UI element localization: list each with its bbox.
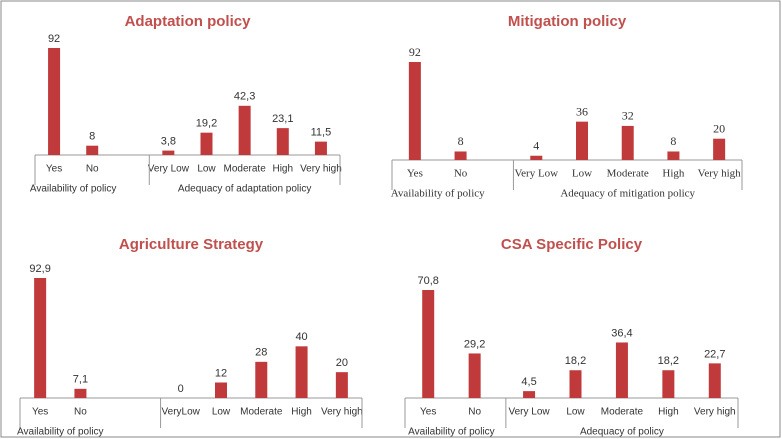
- value-label: 92: [409, 45, 421, 59]
- value-label: 42,3: [234, 91, 255, 103]
- category-label: High: [662, 168, 685, 180]
- value-label: 22,7: [704, 348, 725, 360]
- category-label: No: [468, 407, 481, 418]
- category-label: No: [86, 164, 99, 175]
- bar: [454, 151, 467, 160]
- category-label: Moderate: [224, 164, 267, 175]
- bar: [615, 342, 628, 398]
- bar: [74, 388, 87, 398]
- bar: [238, 105, 251, 155]
- value-label: 11,5: [311, 127, 332, 139]
- bar: [86, 145, 99, 155]
- category-label: Yes: [420, 407, 436, 418]
- bar: [569, 370, 582, 398]
- bar: [48, 48, 61, 155]
- category-label: High: [291, 407, 312, 418]
- group-label: Adequacy of mitigation policy: [560, 188, 695, 200]
- group-label: Availability of policy: [408, 427, 495, 438]
- category-label: No: [454, 168, 468, 180]
- category-label: Moderate: [240, 407, 283, 418]
- chart-title: Agriculture Strategy: [119, 236, 264, 253]
- group-label: Availability of policy: [17, 427, 104, 438]
- value-label: 36: [576, 104, 588, 118]
- value-label: 40: [295, 331, 307, 343]
- bar: [530, 155, 543, 160]
- value-label: 36,4: [611, 327, 632, 339]
- group-label: Adequacy of policy: [580, 427, 664, 438]
- category-label: Very high: [694, 407, 736, 418]
- value-label: 32: [622, 109, 634, 123]
- category-label: Low: [566, 407, 585, 418]
- bar: [713, 138, 726, 160]
- category-label: Very Low: [514, 168, 558, 180]
- value-label: 0: [178, 383, 184, 395]
- bar: [468, 353, 481, 398]
- bar: [255, 361, 268, 398]
- chart-title: CSA Specific Policy: [501, 236, 643, 253]
- bar: [408, 62, 421, 160]
- bar: [667, 151, 680, 160]
- value-label: 3,8: [161, 135, 176, 147]
- category-label: Moderate: [607, 168, 649, 180]
- value-label: 4: [533, 138, 539, 152]
- bar: [276, 128, 289, 155]
- category-label: High: [272, 164, 293, 175]
- category-label: Low: [212, 407, 231, 418]
- group-label: Adequacy of adaptation policy: [178, 184, 311, 195]
- value-label: 29,2: [464, 338, 485, 350]
- value-label: 19,2: [196, 118, 217, 130]
- value-label: 8: [670, 134, 676, 148]
- value-label: 18,2: [565, 355, 586, 367]
- chart-title: Mitigation policy: [508, 13, 627, 30]
- bar: [335, 372, 348, 398]
- value-label: 92,9: [29, 263, 50, 275]
- category-label: Very Low: [148, 164, 190, 175]
- category-label: Yes: [32, 407, 48, 418]
- value-label: 8: [458, 134, 464, 148]
- bar: [576, 121, 588, 160]
- category-label: VeryLow: [162, 407, 201, 418]
- bar: [621, 125, 634, 160]
- value-label: 12: [215, 367, 227, 379]
- value-label: 28: [255, 347, 267, 359]
- bar: [708, 363, 721, 398]
- chart-title: Adaptation policy: [125, 13, 251, 30]
- value-label: 70,8: [418, 275, 439, 287]
- value-label: 18,2: [658, 355, 679, 367]
- bar: [200, 132, 213, 155]
- category-label: Moderate: [601, 407, 644, 418]
- category-label: Yes: [407, 168, 423, 180]
- category-label: Yes: [46, 164, 62, 175]
- value-label: 92: [48, 33, 60, 45]
- bar: [662, 370, 675, 398]
- group-label: Availability of policy: [30, 184, 117, 195]
- category-label: Low: [197, 164, 216, 175]
- value-label: 7,1: [73, 374, 88, 386]
- category-label: Very Low: [509, 407, 551, 418]
- value-label: 20: [713, 121, 725, 135]
- bar: [34, 278, 47, 398]
- value-label: 23,1: [272, 113, 293, 125]
- value-label: 20: [336, 357, 348, 369]
- bar: [215, 382, 227, 398]
- category-label: High: [658, 407, 679, 418]
- bar: [422, 290, 435, 398]
- category-label: Very high: [698, 168, 742, 180]
- bar: [314, 141, 327, 155]
- value-label: 8: [89, 131, 95, 143]
- category-label: Very high: [321, 407, 363, 418]
- group-label: Availability of policy: [391, 188, 485, 200]
- category-label: No: [74, 407, 87, 418]
- value-label: 4,5: [521, 376, 536, 388]
- bar: [295, 346, 308, 398]
- category-label: Very high: [300, 164, 342, 175]
- bar: [523, 391, 536, 398]
- bar: [162, 150, 175, 155]
- category-label: Low: [572, 168, 592, 180]
